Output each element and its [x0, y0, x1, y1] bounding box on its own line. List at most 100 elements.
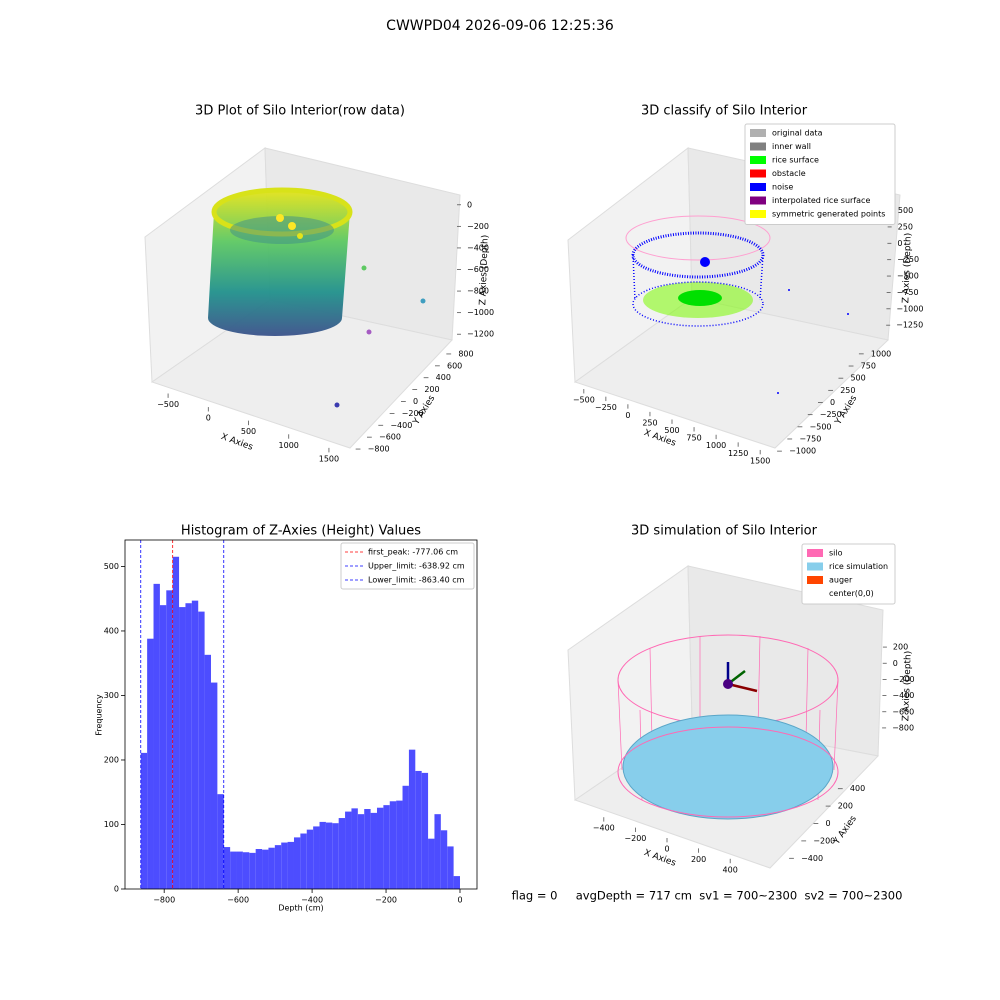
bar [236, 851, 243, 889]
bar [345, 811, 352, 889]
y-tick-label: −200 [402, 409, 424, 418]
legend-label: rice simulation [829, 562, 888, 571]
bar [313, 826, 320, 889]
bar [268, 847, 275, 889]
x-tick-label: −400 [593, 824, 615, 833]
bar [287, 841, 294, 889]
x-tick-label: −200 [624, 834, 646, 843]
legend-swatch [750, 129, 766, 137]
legend-label: interpolated rice surface [772, 196, 870, 205]
bar [434, 814, 441, 889]
x-tick-label: 250 [642, 418, 657, 427]
y-tick-label: 200 [424, 385, 439, 394]
y-axis-label: Frequency [95, 694, 104, 736]
x-tick-label: −500 [573, 396, 595, 405]
bar [249, 852, 256, 889]
z-tick-label: 0 [893, 659, 898, 668]
z-tick-label: −500 [897, 272, 919, 281]
x-tick-label: 1000 [279, 441, 299, 450]
z-tick-label: −400 [892, 691, 914, 700]
x-tick-label: 500 [664, 426, 679, 435]
z-tick-label: −200 [893, 675, 915, 684]
y-tick-label: 0 [114, 885, 119, 894]
bar [440, 830, 448, 889]
z-tick-label: 0 [467, 200, 472, 209]
y-tick-label: 300 [104, 691, 119, 700]
bar [242, 852, 250, 889]
x-tick-label: 0 [625, 411, 630, 420]
bar [153, 583, 160, 889]
legend-label: first_peak: -777.06 cm [368, 548, 458, 557]
x-tick-label: 750 [686, 434, 701, 443]
z-tick-label: 250 [898, 222, 913, 231]
bar [370, 812, 377, 889]
z-tick-label: −600 [892, 707, 914, 716]
bar [147, 638, 154, 889]
status-text: flag = 0 avgDepth = 717 cm sv1 = 700~230… [512, 889, 903, 903]
bar [262, 849, 269, 889]
z-tick-label: 200 [893, 643, 908, 652]
z-tick-label: 500 [898, 206, 913, 215]
z-tick-label: 0 [897, 239, 902, 248]
bar [255, 849, 263, 889]
y-tick-label: 500 [850, 374, 865, 383]
legend-swatch [750, 169, 766, 178]
y-tick-label: −400 [801, 854, 823, 863]
legend-swatch [750, 142, 766, 151]
legend-label: Lower_limit: -863.40 cm [368, 576, 465, 585]
chart-title: 3D simulation of Silo Interior [631, 524, 818, 539]
x-tick-label: 400 [723, 865, 738, 874]
x-axis-label: X Axies [642, 848, 677, 869]
chart-title: 3D classify of Silo Interior [641, 104, 808, 119]
z-tick-label: −1200 [467, 330, 494, 339]
y-tick-label: 400 [850, 784, 865, 793]
axes-frame [124, 539, 478, 890]
legend-label: silo [829, 549, 843, 558]
legend-label: Upper_limit: -638.92 cm [368, 562, 465, 571]
y-tick-label: 400 [104, 626, 119, 635]
bar [325, 822, 333, 889]
z-tick-label: −250 [897, 255, 919, 264]
y-tick-label: −600 [379, 433, 401, 442]
y-tick-label: 1000 [871, 349, 891, 358]
z-tick-label: −1250 [896, 321, 923, 330]
y-tick-label: 0 [413, 397, 418, 406]
chart-title: Histogram of Z-Axies (Height) Values [181, 524, 421, 539]
x-tick-label: 0 [664, 845, 669, 854]
bar [223, 847, 231, 889]
legend-swatch [807, 576, 823, 584]
legend-label: noise [772, 183, 793, 192]
bar [453, 876, 460, 889]
bar [389, 801, 397, 889]
y-tick-label: 800 [458, 349, 473, 358]
z-tick-label: −400 [467, 243, 489, 252]
y-tick-label: 500 [104, 562, 119, 571]
bar [274, 845, 282, 889]
legend-label: symmetric generated points [772, 210, 885, 219]
x-tick-label: −400 [301, 896, 323, 905]
y-tick-label: 250 [840, 386, 855, 395]
x-tick-label: 1500 [750, 456, 770, 465]
bar [351, 808, 358, 889]
bar [415, 770, 422, 889]
z-tick-label: −750 [897, 288, 919, 297]
bar [300, 833, 307, 889]
y-tick-label: −800 [368, 445, 390, 454]
legend-box [744, 123, 896, 225]
bar [198, 611, 205, 889]
bar [191, 600, 199, 889]
bar [210, 682, 218, 889]
y-tick-label: −750 [799, 434, 821, 443]
bar [281, 842, 288, 889]
bar [140, 752, 148, 889]
x-axis-label: Depth (cm) [278, 904, 323, 913]
legend-swatch [807, 562, 823, 571]
bar [217, 794, 224, 889]
z-tick-label: −800 [892, 723, 914, 732]
legend-label: rice surface [772, 156, 819, 165]
bar [428, 838, 435, 889]
legend-swatch [807, 589, 823, 598]
x-tick-label: 500 [241, 427, 256, 436]
bar [230, 851, 237, 889]
legend-swatch [807, 549, 823, 557]
